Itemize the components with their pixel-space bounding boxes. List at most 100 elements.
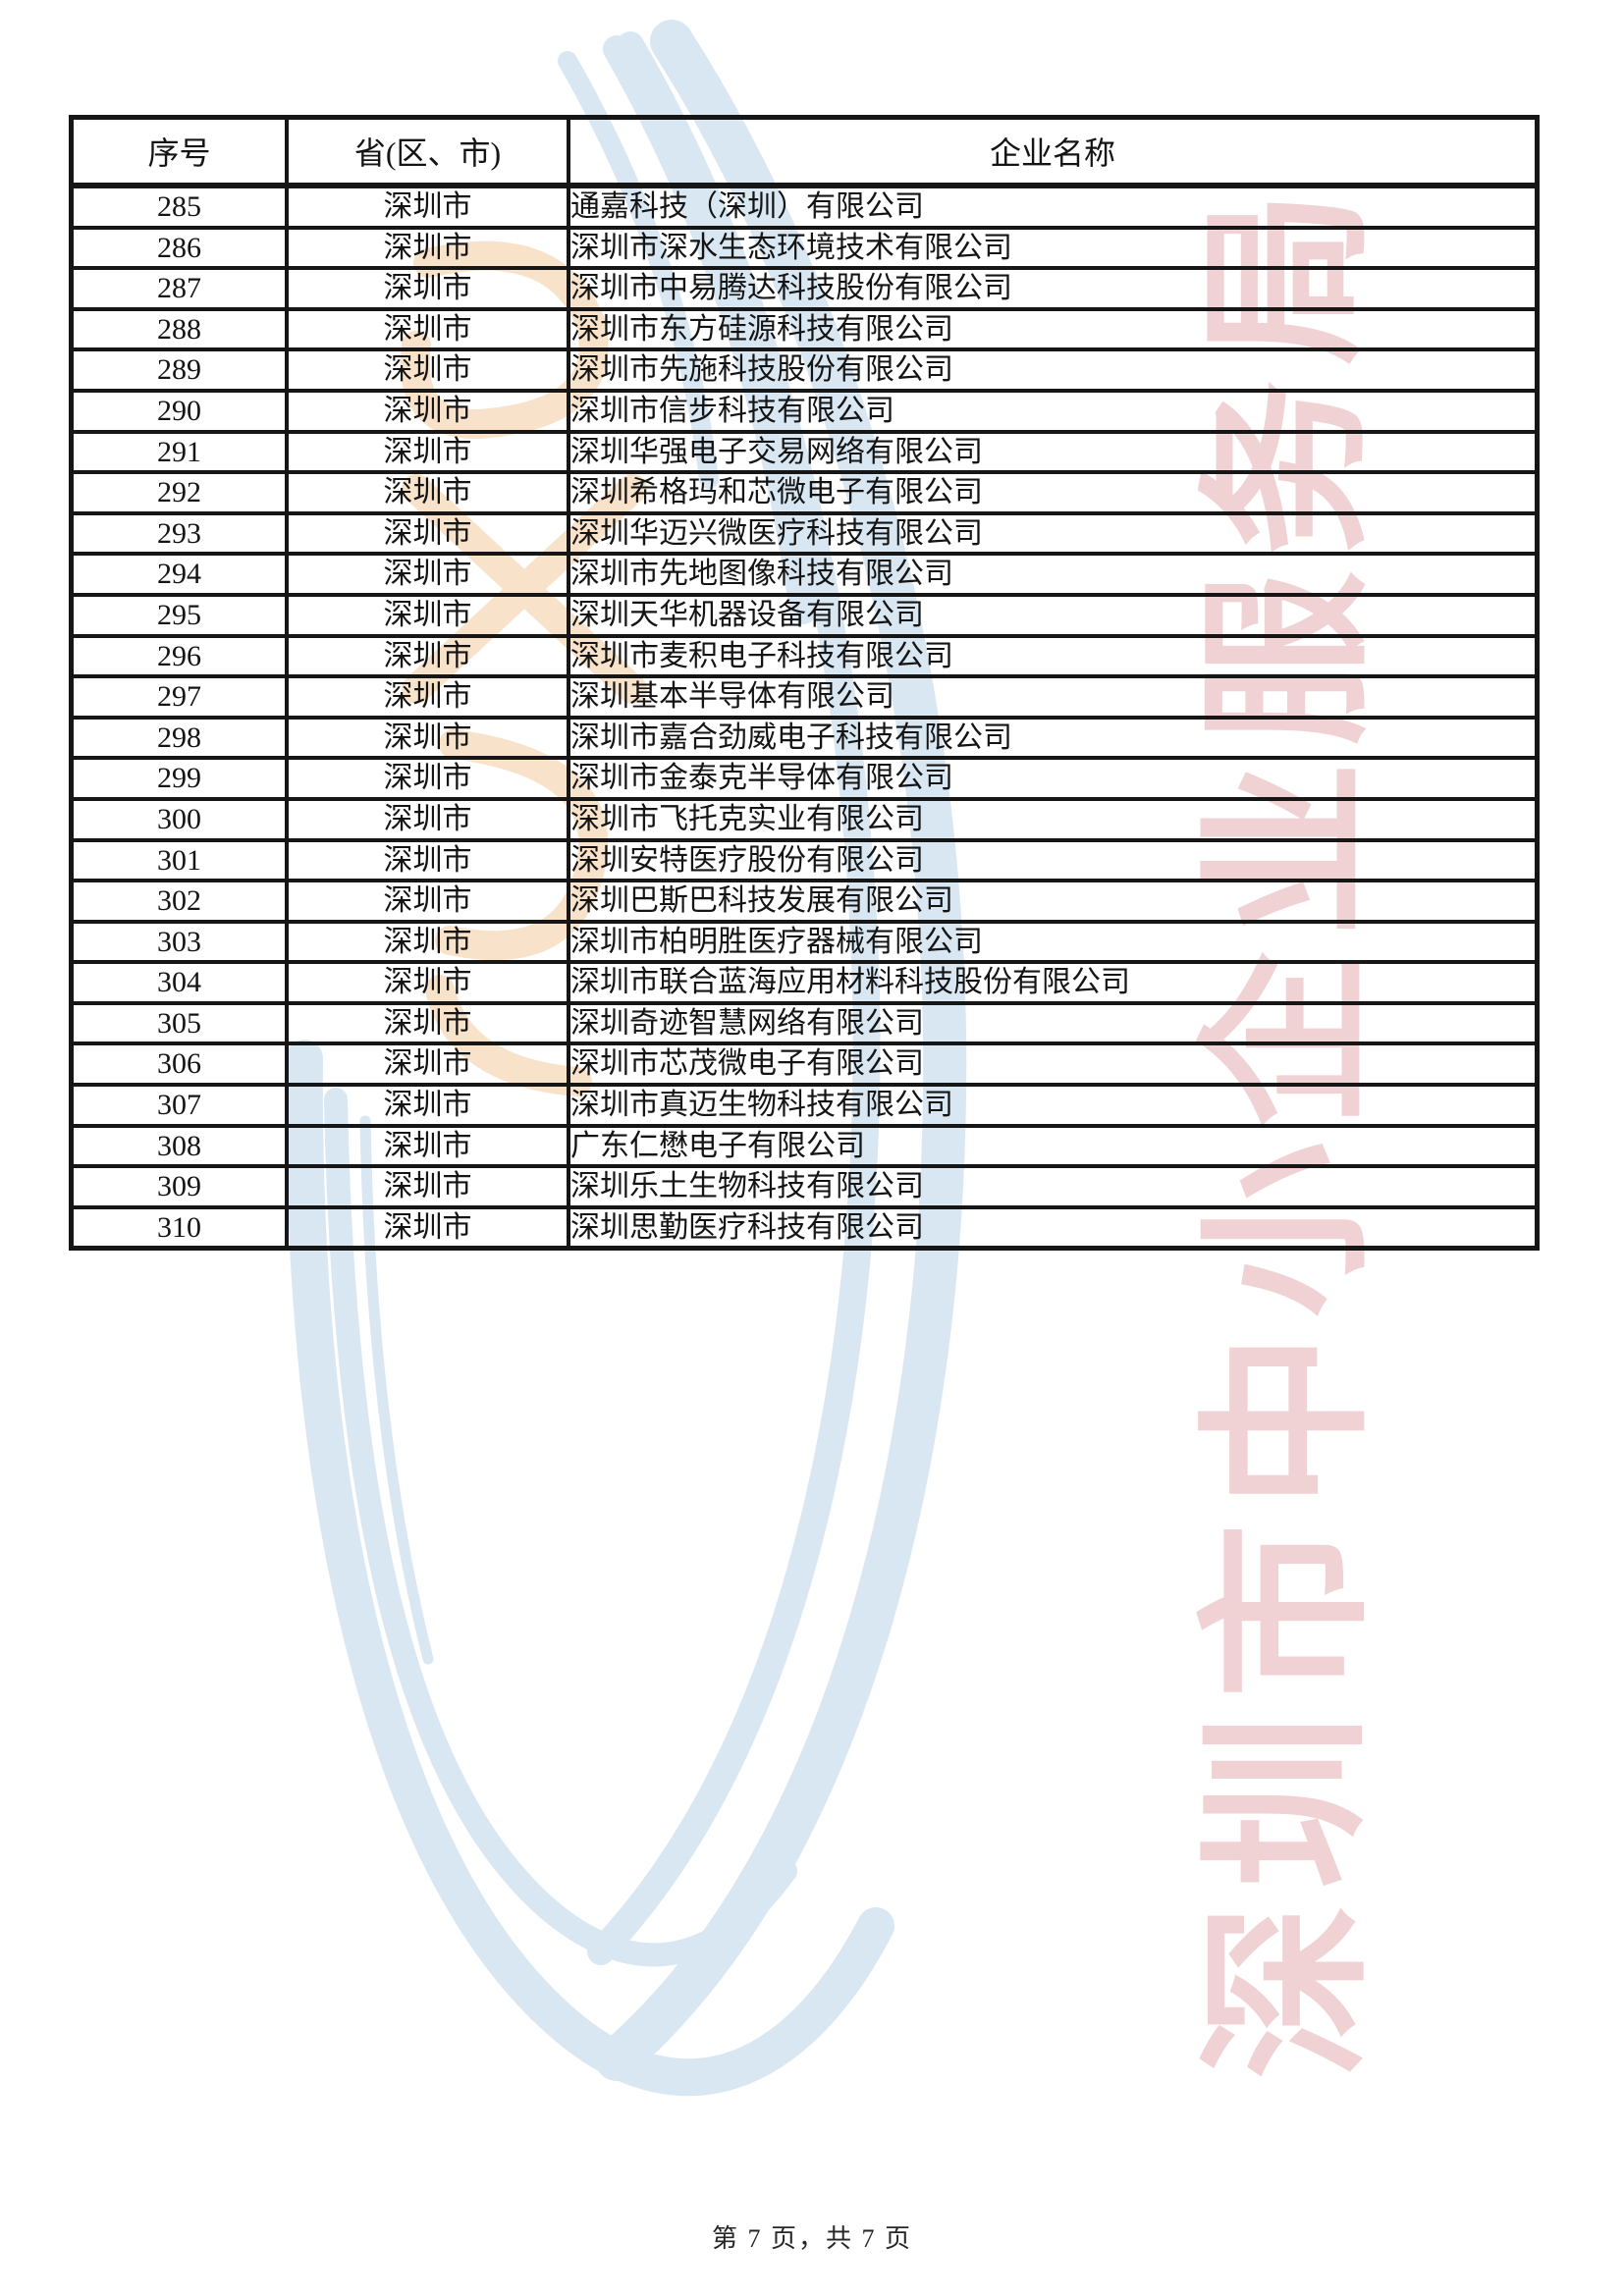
header-cell-company: 企业名称 <box>567 115 1540 188</box>
cell-region: 深圳市 <box>285 1123 570 1169</box>
cell-company: 深圳巴斯巴科技发展有限公司 <box>567 879 1540 924</box>
cell-no: 308 <box>69 1123 289 1169</box>
cell-company: 深圳市真迈生物科技有限公司 <box>567 1083 1540 1128</box>
header-cell-no: 序号 <box>69 115 289 188</box>
table-row: 300 深圳市 深圳市飞托克实业有限公司 <box>69 796 1540 842</box>
table-row: 290 深圳市 深圳市信步科技有限公司 <box>69 388 1540 434</box>
cell-company: 深圳市先施科技股份有限公司 <box>567 347 1540 393</box>
cell-company: 深圳市东方硅源科技有限公司 <box>567 306 1540 352</box>
header-row: 序号 省(区、市) 企业名称 <box>69 115 1540 188</box>
cell-no: 297 <box>69 674 289 720</box>
cell-company: 广东仁懋电子有限公司 <box>567 1123 1540 1169</box>
cell-no: 291 <box>69 429 289 475</box>
cell-region: 深圳市 <box>285 715 570 761</box>
cell-company: 深圳市芯茂微电子有限公司 <box>567 1041 1540 1088</box>
cell-region: 深圳市 <box>285 1000 570 1046</box>
cell-region: 深圳市 <box>285 1041 570 1088</box>
cell-no: 310 <box>69 1204 289 1251</box>
cell-no: 304 <box>69 960 289 1005</box>
cell-no: 294 <box>69 552 289 597</box>
cell-no: 290 <box>69 388 289 434</box>
cell-region: 深圳市 <box>285 592 570 638</box>
cell-company: 深圳华强电子交易网络有限公司 <box>567 429 1540 475</box>
cell-region: 深圳市 <box>285 1204 570 1251</box>
table-row: 291 深圳市 深圳华强电子交易网络有限公司 <box>69 429 1540 475</box>
table-row: 303 深圳市 深圳市柏明胜医疗器械有限公司 <box>69 919 1540 965</box>
table-row: 304 深圳市 深圳市联合蓝海应用材料科技股份有限公司 <box>69 960 1540 1005</box>
table-row: 289 深圳市 深圳市先施科技股份有限公司 <box>69 347 1540 393</box>
cell-region: 深圳市 <box>285 225 570 271</box>
page-number-footer: 第 7 页，共 7 页 <box>711 2224 912 2253</box>
cell-company: 深圳奇迹智慧网络有限公司 <box>567 1000 1540 1046</box>
table-row: 310 深圳市 深圳思勤医疗科技有限公司 <box>69 1204 1540 1251</box>
table-row: 298 深圳市 深圳市嘉合劲威电子科技有限公司 <box>69 715 1540 761</box>
cell-company: 深圳市金泰克半导体有限公司 <box>567 756 1540 801</box>
cell-no: 306 <box>69 1041 289 1088</box>
cell-company: 深圳市先地图像科技有限公司 <box>567 552 1540 597</box>
cell-no: 296 <box>69 633 289 679</box>
cell-region: 深圳市 <box>285 960 570 1005</box>
cell-company: 深圳思勤医疗科技有限公司 <box>567 1204 1540 1251</box>
table-row: 293 深圳市 深圳华迈兴微医疗科技有限公司 <box>69 510 1540 557</box>
table-row: 302 深圳市 深圳巴斯巴科技发展有限公司 <box>69 879 1540 924</box>
cell-company: 深圳市飞托克实业有限公司 <box>567 796 1540 842</box>
table-row: 295 深圳市 深圳天华机器设备有限公司 <box>69 592 1540 638</box>
cell-region: 深圳市 <box>285 1164 570 1209</box>
cell-region: 深圳市 <box>285 347 570 393</box>
table-row: 309 深圳市 深圳乐土生物科技有限公司 <box>69 1164 1540 1209</box>
cell-company: 通嘉科技（深圳）有限公司 <box>567 184 1540 230</box>
cell-region: 深圳市 <box>285 184 570 230</box>
table-row: 296 深圳市 深圳市麦积电子科技有限公司 <box>69 633 1540 679</box>
cell-region: 深圳市 <box>285 674 570 720</box>
cell-company: 深圳希格玛和芯微电子有限公司 <box>567 470 1540 515</box>
cell-no: 293 <box>69 510 289 557</box>
table-row: 299 深圳市 深圳市金泰克半导体有限公司 <box>69 756 1540 801</box>
cell-company: 深圳市嘉合劲威电子科技有限公司 <box>567 715 1540 761</box>
cell-no: 287 <box>69 266 289 311</box>
cell-no: 309 <box>69 1164 289 1209</box>
cell-region: 深圳市 <box>285 796 570 842</box>
cell-no: 295 <box>69 592 289 638</box>
cell-no: 299 <box>69 756 289 801</box>
cell-company: 深圳市柏明胜医疗器械有限公司 <box>567 919 1540 965</box>
cell-region: 深圳市 <box>285 266 570 311</box>
table-row: 294 深圳市 深圳市先地图像科技有限公司 <box>69 552 1540 597</box>
cell-region: 深圳市 <box>285 1083 570 1128</box>
cell-region: 深圳市 <box>285 306 570 352</box>
cell-no: 300 <box>69 796 289 842</box>
cell-no: 303 <box>69 919 289 965</box>
company-table: 序号 省(区、市) 企业名称 285 深圳市 通嘉科技（深圳）有限公司 286 深圳市深… <box>69 115 1540 1252</box>
cell-no: 292 <box>69 470 289 515</box>
table-row: 285 深圳市 通嘉科技（深圳）有限公司 <box>69 184 1540 230</box>
cell-no: 298 <box>69 715 289 761</box>
table-row: 301 深圳市 深圳安特医疗股份有限公司 <box>69 837 1540 883</box>
cell-no: 285 <box>69 184 289 230</box>
cell-region: 深圳市 <box>285 429 570 475</box>
cell-region: 深圳市 <box>285 552 570 597</box>
cell-region: 深圳市 <box>285 837 570 883</box>
cell-company: 深圳市联合蓝海应用材料科技股份有限公司 <box>567 960 1540 1005</box>
cell-no: 301 <box>69 837 289 883</box>
cell-company: 深圳华迈兴微医疗科技有限公司 <box>567 510 1540 557</box>
cell-company: 深圳安特医疗股份有限公司 <box>567 837 1540 883</box>
header-cell-region: 省(区、市) <box>285 115 570 188</box>
cell-region: 深圳市 <box>285 510 570 557</box>
table-row: 288 深圳市 深圳市东方硅源科技有限公司 <box>69 306 1540 352</box>
table-row: 287 深圳市 深圳市中易腾达科技股份有限公司 <box>69 266 1540 311</box>
cell-region: 深圳市 <box>285 919 570 965</box>
cell-region: 深圳市 <box>285 756 570 801</box>
table-row: 307 深圳市 深圳市真迈生物科技有限公司 <box>69 1083 1540 1128</box>
cell-company: 深圳天华机器设备有限公司 <box>567 592 1540 638</box>
cell-region: 深圳市 <box>285 633 570 679</box>
cell-no: 289 <box>69 347 289 393</box>
table-row: 305 深圳市 深圳奇迹智慧网络有限公司 <box>69 1000 1540 1046</box>
table-row: 286 深圳市 深圳市深水生态环境技术有限公司 <box>69 225 1540 271</box>
cell-region: 深圳市 <box>285 879 570 924</box>
table-row: 308 深圳市 广东仁懋电子有限公司 <box>69 1123 1540 1169</box>
table-body: 285 深圳市 通嘉科技（深圳）有限公司 286 深圳市 深圳市深水生态环境技术有限公司 2… <box>69 184 1540 1251</box>
cell-no: 305 <box>69 1000 289 1046</box>
table-row: 306 深圳市 深圳市芯茂微电子有限公司 <box>69 1041 1540 1088</box>
cell-no: 288 <box>69 306 289 352</box>
table-row: 292 深圳市 深圳希格玛和芯微电子有限公司 <box>69 470 1540 515</box>
